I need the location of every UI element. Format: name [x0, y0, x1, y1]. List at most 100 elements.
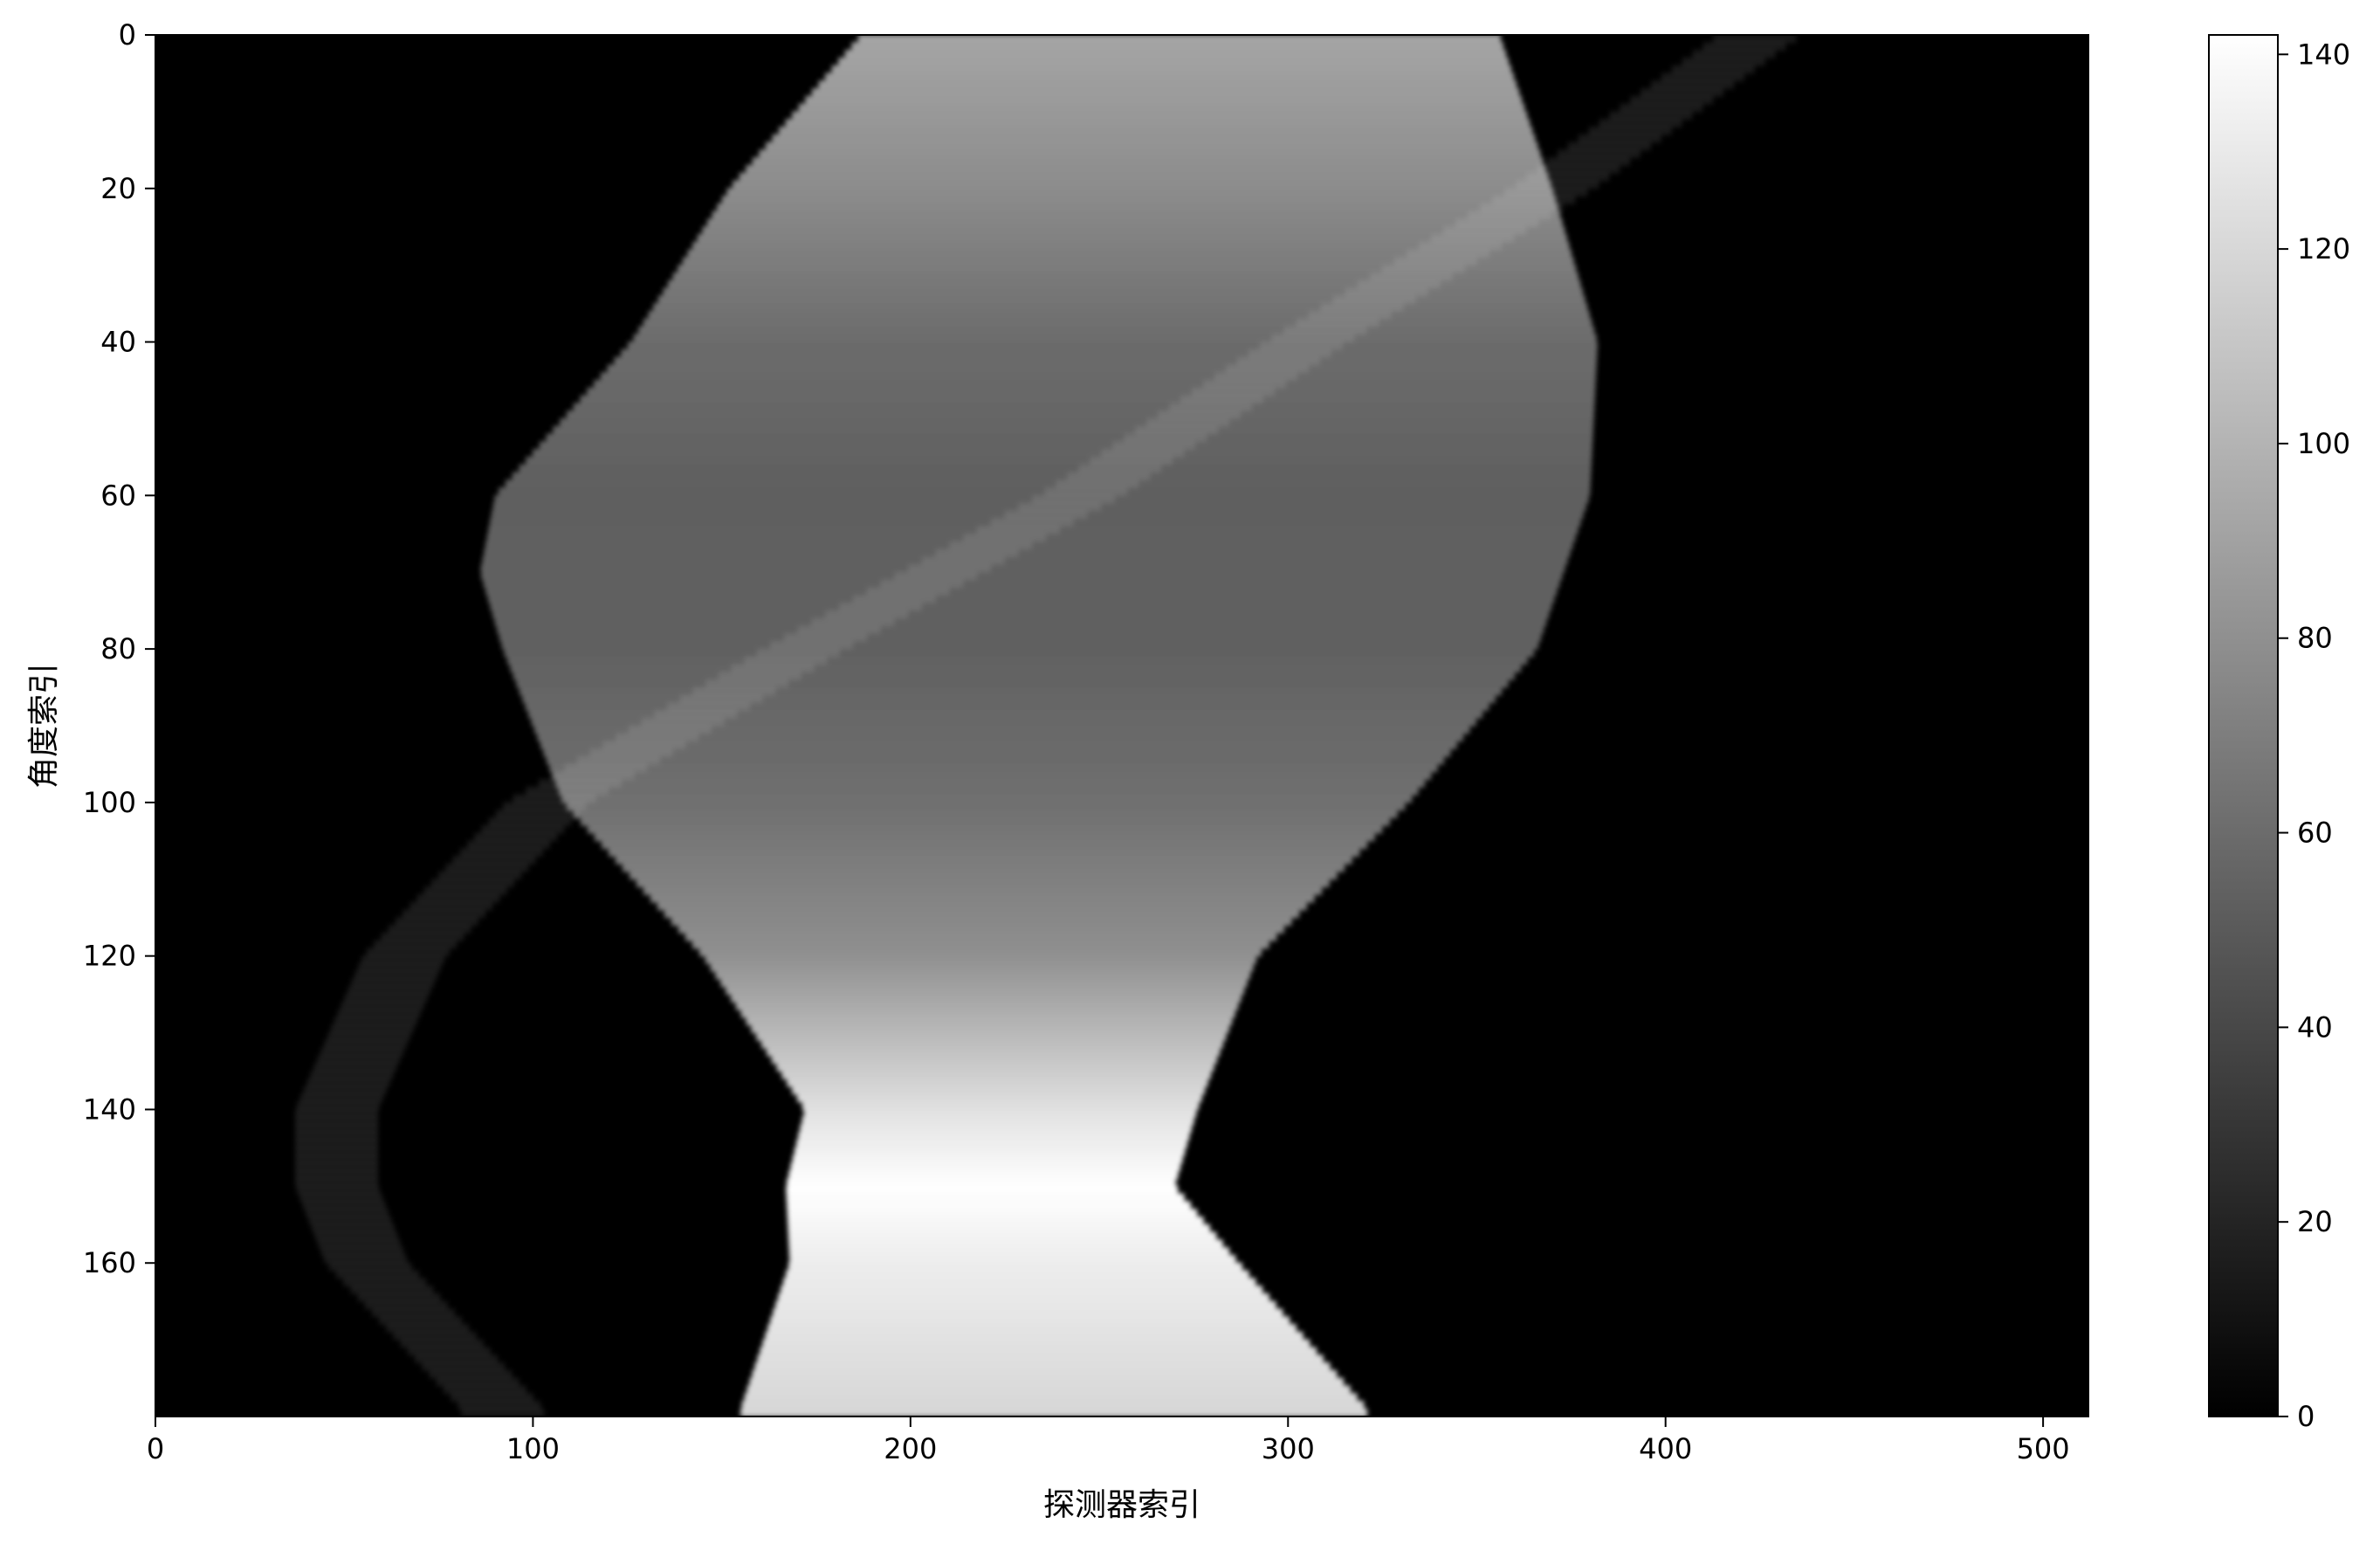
thin-stripe-row [374, 940, 457, 949]
thin-stripe-row [1169, 403, 1253, 412]
thin-stripe-row [294, 1155, 379, 1164]
main-band-row [519, 686, 1503, 696]
thin-stripe-row [718, 671, 801, 680]
main-band-row [733, 180, 1551, 190]
main-band-row [532, 449, 1592, 458]
thin-stripe-row [302, 1201, 386, 1210]
main-band-row [519, 464, 1592, 473]
thin-stripe-row [1588, 126, 1672, 135]
thin-stripe-row [1393, 257, 1478, 266]
y-tick-label: 0 [119, 18, 136, 52]
thin-stripe-row [538, 779, 623, 788]
main-band-row [787, 1078, 1208, 1087]
main-band-row [692, 241, 1570, 251]
main-band-row [531, 717, 1476, 727]
thin-stripe-row [445, 863, 529, 872]
main-band-row [787, 1178, 1176, 1187]
thin-stripe-row [503, 802, 587, 811]
thin-stripe-row [386, 1324, 470, 1333]
main-band-row [726, 188, 1554, 197]
main-band-row [678, 265, 1577, 273]
thin-stripe-row [770, 640, 854, 650]
main-band-row [803, 1108, 1197, 1118]
main-band-row [487, 595, 1555, 603]
main-band-row [740, 1009, 1235, 1018]
thin-stripe-row [1702, 42, 1786, 52]
thin-stripe-row [705, 679, 789, 688]
main-band-row [783, 1278, 1256, 1287]
thin-stripe-row [1345, 287, 1428, 297]
main-band-row [643, 318, 1592, 327]
main-band-row [770, 1316, 1290, 1326]
thin-stripe-row [466, 840, 551, 850]
thin-stripe-row [1004, 510, 1088, 520]
main-band-row [788, 1223, 1210, 1233]
thin-stripe-row [294, 1116, 379, 1126]
main-band-row [539, 441, 1593, 451]
main-band-row [754, 1361, 1331, 1371]
thin-stripe-row [1431, 234, 1515, 243]
thin-stripe-row [488, 817, 572, 826]
thin-stripe-row [415, 1354, 499, 1363]
main-band-row [566, 410, 1594, 419]
main-band-row [801, 1101, 1200, 1110]
main-band-row [766, 1047, 1221, 1057]
main-band-row [792, 111, 1528, 121]
thin-stripe-row [340, 1001, 424, 1010]
thin-stripe-row [443, 1385, 526, 1395]
thin-stripe-row [294, 1124, 379, 1134]
main-band-row [609, 848, 1360, 857]
y-tick-label: 40 [100, 326, 136, 359]
thin-stripe-row [310, 1071, 394, 1079]
main-band-row [692, 940, 1269, 949]
main-band-row [558, 786, 1419, 796]
main-band-row [494, 617, 1547, 627]
colorbar-tick-label: 100 [2297, 427, 2350, 460]
main-band-row [555, 779, 1426, 788]
thin-stripe-row [1557, 149, 1641, 159]
thin-stripe-row [422, 1361, 506, 1371]
main-band-row [740, 1408, 1368, 1416]
x-tick-label: 100 [506, 1432, 560, 1465]
thin-stripe-row [457, 1400, 541, 1410]
main-band-row [650, 893, 1315, 903]
main-band-row [682, 257, 1574, 266]
thin-stripe-row [436, 1377, 519, 1387]
main-band-row [481, 571, 1563, 581]
main-band-row [786, 1193, 1185, 1203]
main-band-row [790, 1162, 1181, 1172]
x-tick-label: 300 [1262, 1432, 1315, 1465]
main-band-row [581, 817, 1391, 826]
main-band-row [499, 487, 1591, 496]
thin-stripe-row [1044, 487, 1128, 496]
x-axis-label: 探测器索引 [1043, 1487, 1200, 1523]
main-band-row [490, 602, 1552, 611]
colorbar-tick-label: 0 [2297, 1400, 2315, 1433]
main-band-row [825, 72, 1515, 82]
colorbar-gradient [2209, 35, 2278, 1416]
thin-stripe-row [299, 1093, 383, 1103]
main-band-row [765, 141, 1538, 151]
colorbar-tick-label: 60 [2297, 817, 2333, 850]
y-tick-label: 140 [83, 1093, 136, 1126]
thin-stripe-row [351, 978, 435, 988]
thin-stripe-row [1112, 441, 1196, 451]
main-band-row [504, 648, 1534, 658]
main-band-row [798, 1132, 1190, 1141]
main-band-row [756, 1032, 1227, 1041]
y-tick-label: 160 [83, 1246, 136, 1279]
main-band-row [787, 1201, 1191, 1210]
thin-stripe-row [416, 893, 500, 903]
thin-stripe-row [1248, 348, 1331, 358]
thin-stripe-row [1578, 134, 1661, 143]
thin-stripe-row [1547, 157, 1631, 166]
thin-stripe-row [294, 1147, 379, 1156]
thin-stripe-row [1641, 88, 1724, 97]
main-band-row [801, 1116, 1194, 1126]
thin-stripe-row [825, 610, 909, 619]
main-band-row [483, 579, 1560, 589]
thin-stripe-row [1191, 387, 1276, 396]
thin-stripe-row [459, 848, 543, 857]
main-band-row [507, 656, 1528, 665]
plot-frame [155, 34, 2089, 1417]
